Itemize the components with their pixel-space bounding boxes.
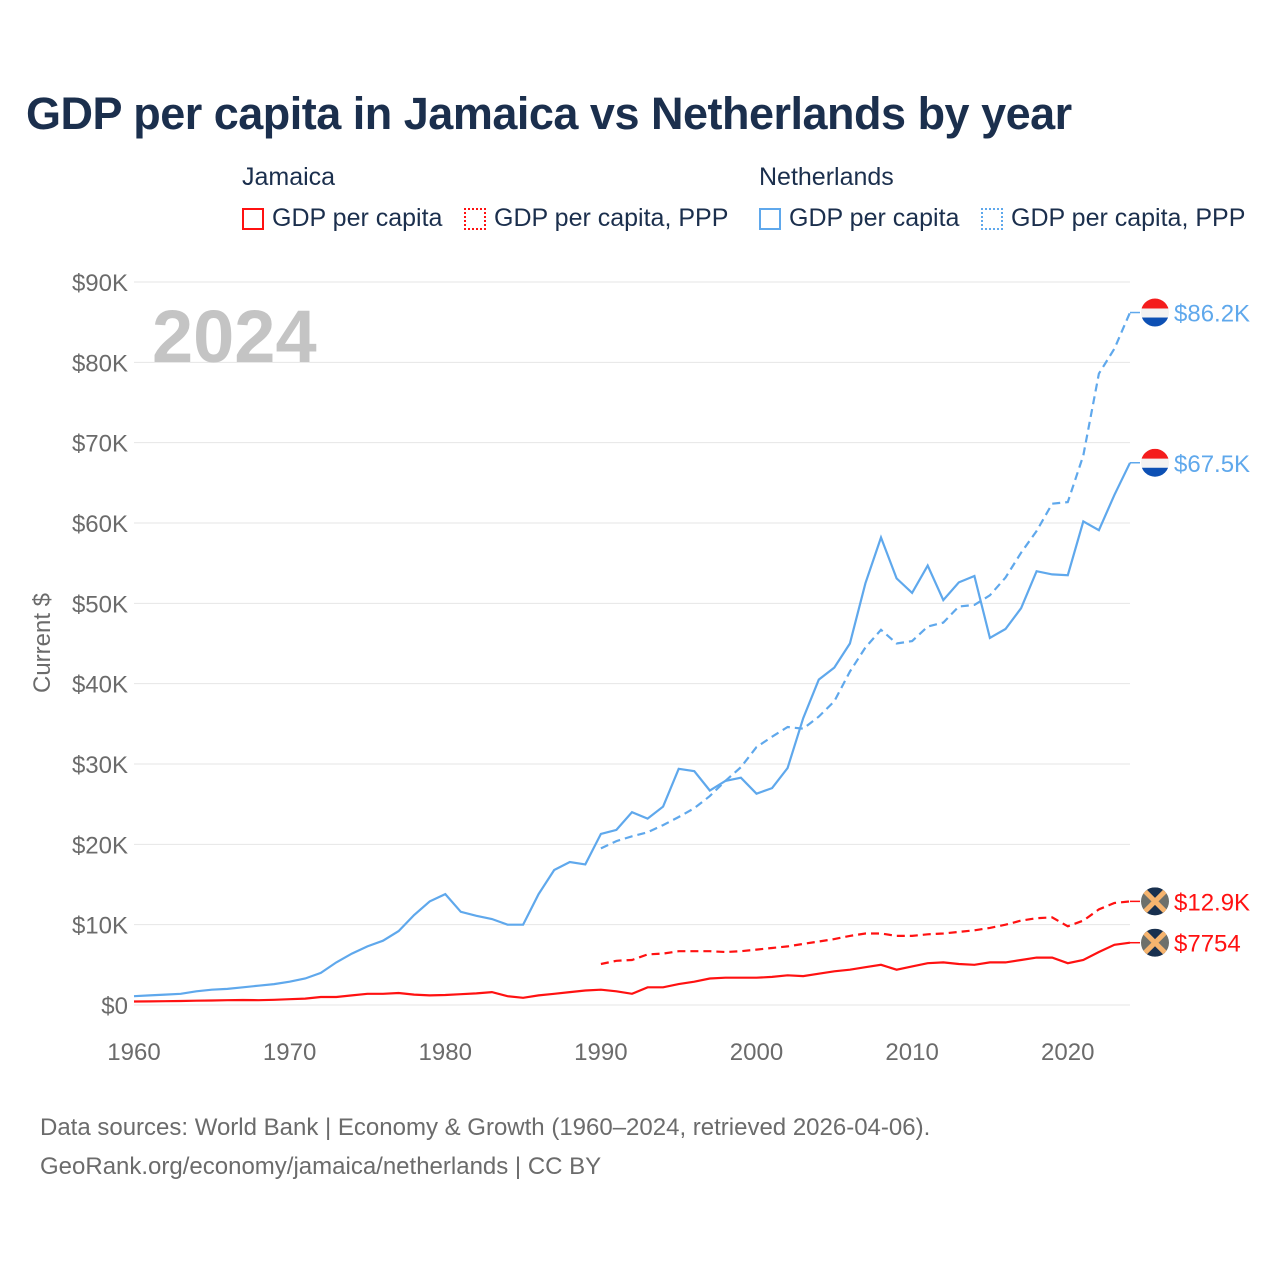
y-tick-label: $80K [72, 350, 128, 377]
legend-swatch-solid [759, 207, 781, 230]
legend-swatch-dotted [981, 207, 1003, 230]
flag-saltire [1141, 928, 1169, 957]
flag-stripe-red [1141, 448, 1169, 459]
jamaica-flag-icon [1141, 887, 1169, 916]
legend-group-netherlands: Netherlands [759, 163, 894, 191]
legend-jamaica-gdp[interactable]: GDP per capita [242, 204, 442, 233]
x-tick-label: 1960 [107, 1039, 160, 1066]
legend-jamaica-ppp[interactable]: GDP per capita, PPP [464, 204, 728, 233]
series-line [600, 900, 1131, 966]
flag-saltire [1141, 887, 1169, 916]
x-tick-label: 2020 [1041, 1039, 1094, 1066]
series-line [133, 462, 1131, 998]
footer: Data sources: World Bank | Economy & Gro… [40, 1108, 930, 1186]
jamaica-flag-icon [1141, 928, 1169, 957]
y-tick-label: $20K [72, 832, 128, 859]
legend-swatch-dotted [464, 207, 486, 230]
x-tick-label: 1990 [574, 1039, 627, 1066]
end-value-label: $12.9K [1174, 889, 1250, 916]
y-tick-label: $0 [101, 993, 128, 1020]
footer-link[interactable]: GeoRank.org/economy/jamaica/netherlands … [40, 1153, 602, 1180]
y-tick-label: $50K [72, 591, 128, 618]
year-label: 2024 [152, 295, 317, 378]
netherlands-flag-icon [1141, 298, 1169, 327]
flag-body [1141, 448, 1169, 477]
legend-netherlands-gdp[interactable]: GDP per capita [759, 204, 959, 233]
y-tick-label: $10K [72, 913, 128, 940]
flag-stripe-red [1141, 298, 1169, 309]
flag-stripe-blue [1141, 467, 1169, 477]
flag-stripe-white [1141, 308, 1169, 318]
x-tick-label: 1980 [419, 1039, 472, 1066]
legend-group-jamaica: Jamaica [242, 163, 336, 191]
y-tick-label: $40K [72, 672, 128, 699]
legend-label: GDP per capita [789, 204, 960, 232]
legend-swatch-solid [242, 207, 264, 230]
netherlands-flag-icon [1141, 448, 1169, 477]
x-tick-label: 2010 [885, 1039, 938, 1066]
series-line [133, 941, 1131, 1003]
chart-title: GDP per capita in Jamaica vs Netherlands… [26, 88, 1072, 139]
legend-label: GDP per capita, PPP [1011, 204, 1246, 232]
x-tick-label: 2000 [730, 1039, 783, 1066]
flag-body [1141, 298, 1169, 327]
end-value-label: $7754 [1174, 931, 1241, 958]
series-line [600, 312, 1132, 850]
y-tick-label: $70K [72, 431, 128, 458]
x-tick-label: 1970 [263, 1039, 316, 1066]
y-tick-label: $30K [72, 752, 128, 779]
y-axis-label: Current $ [29, 593, 56, 693]
y-tick-label: $90K [72, 270, 128, 297]
footer-source: Data sources: World Bank | Economy & Gro… [40, 1114, 931, 1141]
end-value-label: $86.2K [1174, 301, 1250, 328]
y-tick-label: $60K [72, 511, 128, 538]
flag-stripe-white [1141, 458, 1169, 468]
legend-label: GDP per capita, PPP [494, 204, 729, 232]
flag-stripe-blue [1141, 317, 1169, 327]
end-value-label: $67.5K [1174, 451, 1250, 478]
flag-body [1141, 928, 1169, 957]
legend-label: GDP per capita [272, 204, 443, 232]
flag-body [1141, 887, 1169, 916]
legend-netherlands-ppp[interactable]: GDP per capita, PPP [981, 204, 1245, 233]
